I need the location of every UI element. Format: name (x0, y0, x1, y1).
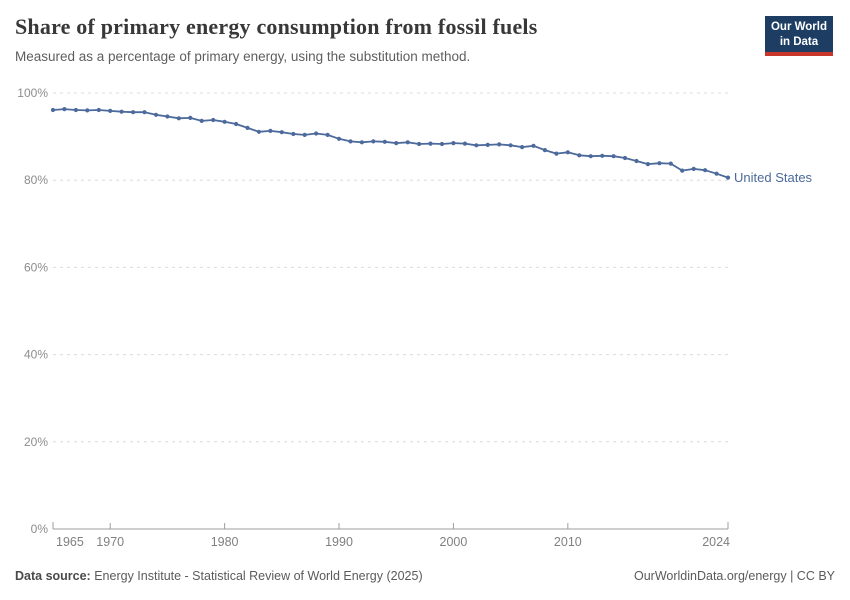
data-point[interactable] (222, 119, 227, 124)
chart-subtitle: Measured as a percentage of primary ener… (15, 49, 471, 64)
owid-license-link[interactable]: OurWorldinData.org/energy | CC BY (633, 569, 835, 583)
data-point[interactable] (542, 148, 548, 153)
data-point[interactable] (405, 140, 410, 145)
x-axis-tick-label: 1970 (96, 535, 124, 549)
data-point[interactable] (176, 116, 181, 121)
data-source-label: Data source: (15, 569, 91, 583)
data-point[interactable] (611, 154, 616, 159)
x-axis-tick-label: 1965 (56, 535, 84, 549)
data-point[interactable] (234, 121, 239, 127)
data-point[interactable] (520, 145, 525, 150)
data-point[interactable] (645, 162, 651, 167)
data-point[interactable] (119, 109, 124, 114)
data-point[interactable] (359, 140, 364, 145)
x-axis-tick-label: 2010 (554, 535, 582, 549)
data-point[interactable] (485, 142, 490, 147)
data-point[interactable] (691, 166, 696, 171)
data-point[interactable] (497, 142, 502, 147)
data-point[interactable] (668, 161, 673, 166)
data-point[interactable] (382, 139, 387, 144)
data-point[interactable] (577, 153, 582, 158)
owid-logo-line1: Our World (770, 21, 827, 33)
data-point[interactable] (462, 141, 467, 146)
data-point[interactable] (371, 139, 376, 144)
data-point[interactable] (279, 130, 284, 135)
owid-logo-line2: in Data (779, 35, 819, 48)
data-source-text: Energy Institute - Statistical Review of… (94, 569, 423, 583)
data-point[interactable] (474, 143, 479, 148)
series-line[interactable] (52, 108, 729, 179)
data-point[interactable] (291, 131, 296, 137)
x-axis-tick-label: 2024 (702, 535, 730, 549)
series-end-label[interactable]: United States (734, 170, 813, 185)
x-axis-tick-label: 1980 (211, 535, 239, 549)
data-point[interactable] (531, 143, 536, 148)
data-point[interactable] (245, 125, 250, 130)
data-point[interactable] (336, 136, 342, 141)
data-point[interactable] (394, 141, 399, 146)
y-axis-tick-label: 20% (24, 435, 48, 449)
data-point[interactable] (725, 175, 731, 180)
data-point[interactable] (153, 112, 159, 117)
data-point[interactable] (588, 154, 593, 159)
data-point[interactable] (165, 114, 170, 119)
data-point[interactable] (680, 168, 685, 173)
data-point[interactable] (417, 141, 422, 147)
data-point[interactable] (451, 141, 456, 146)
y-axis-tick-label: 100% (17, 86, 48, 100)
data-point[interactable] (50, 107, 56, 113)
data-point[interactable] (131, 110, 136, 115)
data-point[interactable] (188, 115, 193, 120)
data-point[interactable] (428, 141, 433, 146)
data-point[interactable] (348, 139, 353, 144)
x-axis-tick-label: 1990 (325, 535, 353, 549)
data-point[interactable] (657, 161, 662, 166)
data-point[interactable] (62, 107, 67, 112)
data-point[interactable] (199, 118, 204, 123)
y-axis-tick-label: 40% (24, 348, 48, 362)
data-point[interactable] (96, 107, 101, 113)
x-axis-tick-label: 2000 (440, 535, 468, 549)
y-axis-tick-label: 60% (24, 260, 48, 274)
data-point[interactable] (142, 110, 147, 115)
data-point[interactable] (73, 107, 78, 113)
data-point[interactable] (703, 168, 708, 173)
data-point[interactable] (508, 143, 513, 148)
data-point[interactable] (211, 117, 216, 123)
data-point[interactable] (634, 158, 639, 164)
data-source: Data source: Energy Institute - Statisti… (15, 569, 423, 583)
data-point[interactable] (302, 132, 307, 137)
data-point[interactable] (565, 150, 570, 155)
data-point[interactable] (268, 128, 273, 133)
data-point[interactable] (622, 155, 628, 161)
data-point[interactable] (554, 151, 559, 156)
data-point[interactable] (108, 108, 113, 113)
y-axis-tick-label: 0% (31, 522, 49, 536)
data-point[interactable] (439, 141, 445, 147)
data-point[interactable] (256, 129, 261, 134)
page-title: Share of primary energy consumption from… (15, 14, 538, 39)
data-point[interactable] (714, 171, 719, 176)
y-axis-tick-label: 80% (24, 173, 48, 187)
data-point[interactable] (314, 131, 319, 136)
owid-logo[interactable]: Our World in Data (764, 16, 833, 57)
data-point[interactable] (85, 108, 90, 113)
data-point[interactable] (600, 153, 605, 158)
data-point[interactable] (325, 132, 330, 137)
